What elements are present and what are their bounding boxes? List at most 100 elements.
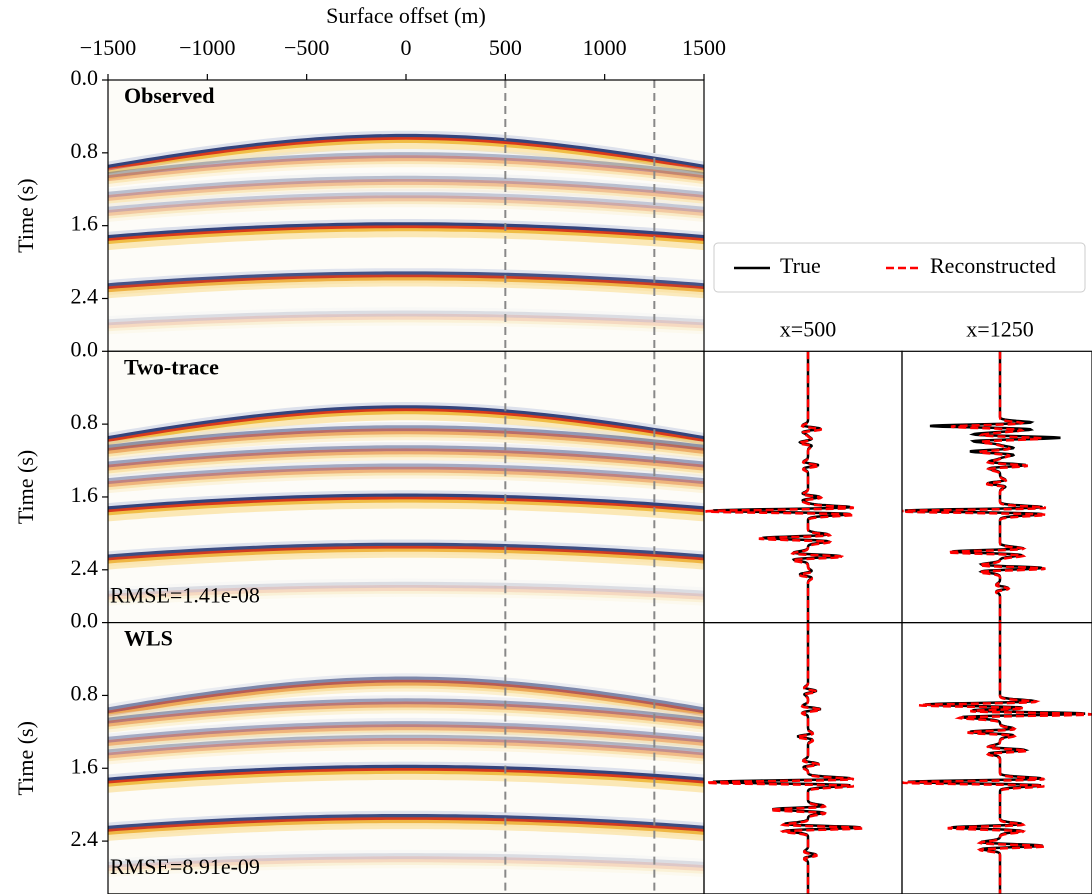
- seismic-band: [108, 676, 704, 714]
- trace-frame: [703, 621, 903, 894]
- seismic-band: [108, 316, 704, 332]
- seismic-band: [108, 853, 704, 868]
- seismic-band: [108, 310, 704, 326]
- seismic-band: [108, 717, 704, 740]
- x-tick-label: −1500: [80, 35, 136, 60]
- trace-panel: [902, 351, 1061, 623]
- gather-bg: [108, 622, 704, 894]
- y-tick-label: 0.8: [71, 138, 99, 163]
- seismic-band: [108, 219, 704, 238]
- seismic-band: [108, 155, 704, 182]
- seismic-band: [108, 454, 704, 477]
- seismic-band: [108, 421, 704, 448]
- y-axis-label: Time (s): [13, 178, 38, 252]
- seismic-band: [108, 472, 704, 494]
- seismic-band: [108, 490, 704, 510]
- seismic-band: [108, 819, 704, 838]
- seismic-band: [108, 277, 704, 296]
- seismic-band: [108, 460, 704, 481]
- seismic-band: [108, 548, 704, 567]
- seismic-band: [108, 148, 704, 175]
- x-tick-label: 1000: [583, 35, 627, 60]
- reconstructed-trace: [705, 351, 855, 623]
- seismic-band: [108, 222, 704, 242]
- seismic-band: [108, 463, 704, 485]
- seismic-band: [108, 307, 704, 323]
- seismic-band: [108, 442, 704, 465]
- seismic-band: [108, 856, 704, 872]
- trace-panel: [705, 351, 855, 623]
- seismic-band: [108, 727, 704, 749]
- y-tick-label: 0.8: [71, 409, 99, 434]
- panel-title: Two-trace: [124, 354, 219, 379]
- gather: [108, 80, 704, 352]
- seismic-band: [108, 152, 704, 179]
- trace-frame: [703, 350, 903, 624]
- seismic-band: [108, 730, 704, 752]
- seismic-band: [108, 773, 704, 793]
- seismic-band: [108, 445, 704, 468]
- y-tick-label: 0.0: [71, 336, 99, 361]
- x-tick-label: 500: [489, 35, 522, 60]
- y-tick-label: 0.0: [71, 65, 99, 90]
- seismic-band: [108, 401, 704, 439]
- seismic-band: [108, 448, 704, 471]
- seismic-band: [108, 701, 704, 727]
- panel-title: Observed: [124, 83, 214, 108]
- seismic-band: [108, 823, 704, 841]
- x-tick-label: 1500: [682, 35, 726, 60]
- y-tick-label: 1.6: [71, 753, 99, 778]
- seismic-band: [108, 189, 704, 210]
- seismic-band: [108, 192, 704, 213]
- seismic-band: [108, 859, 704, 874]
- seismic-band: [108, 499, 704, 519]
- y-axis-label: Time (s): [13, 450, 38, 524]
- y-tick-label: 0.0: [71, 608, 99, 633]
- x-axis-label: Surface offset (m): [326, 3, 486, 28]
- seismic-band: [108, 319, 704, 335]
- seismic-band: [108, 195, 704, 217]
- seismic-band: [108, 673, 704, 711]
- seismic-band: [108, 157, 704, 185]
- seismic-band: [108, 770, 704, 790]
- y-tick-label: 2.4: [71, 826, 99, 851]
- seismic-band: [108, 734, 704, 756]
- seismic-band: [108, 764, 704, 784]
- seismic-band: [108, 493, 704, 513]
- seismic-band: [108, 179, 704, 202]
- y-tick-label: 2.4: [71, 284, 99, 309]
- seismic-band: [108, 585, 704, 600]
- x-tick-label: −1000: [179, 35, 235, 60]
- seismic-band: [108, 139, 704, 177]
- legend: True Reconstructed: [713, 242, 1086, 293]
- gather: [108, 622, 704, 894]
- seismic-band: [108, 130, 704, 168]
- legend-label: Reconstructed: [930, 253, 1056, 278]
- y-axis-label: Time (s): [13, 721, 38, 795]
- seismic-band: [108, 695, 704, 721]
- seismic-band: [108, 181, 704, 204]
- seismic-band: [108, 682, 704, 720]
- seismic-band: [108, 587, 704, 603]
- trace-title: x=500: [780, 316, 836, 341]
- y-tick-label: 1.6: [71, 482, 99, 507]
- trace-title: x=1250: [966, 316, 1033, 341]
- seismic-band: [108, 133, 704, 171]
- x-tick-label: 0: [401, 35, 412, 60]
- seismic-band: [108, 172, 704, 195]
- trace-panel: [902, 622, 1092, 894]
- seismic-band: [108, 590, 704, 606]
- seismic-band: [108, 201, 704, 222]
- reconstructed-trace: [705, 622, 865, 894]
- seismic-band: [108, 411, 704, 449]
- seismic-band: [108, 685, 704, 723]
- seismic-band: [108, 405, 704, 443]
- seismic-band: [108, 740, 704, 762]
- seismic-band: [108, 738, 704, 759]
- y-tick-label: 1.6: [71, 211, 99, 236]
- seismic-band: [108, 539, 704, 558]
- seismic-band: [108, 502, 704, 522]
- seismic-band: [108, 198, 704, 219]
- seismic-band: [108, 161, 704, 188]
- seismic-band: [108, 184, 704, 207]
